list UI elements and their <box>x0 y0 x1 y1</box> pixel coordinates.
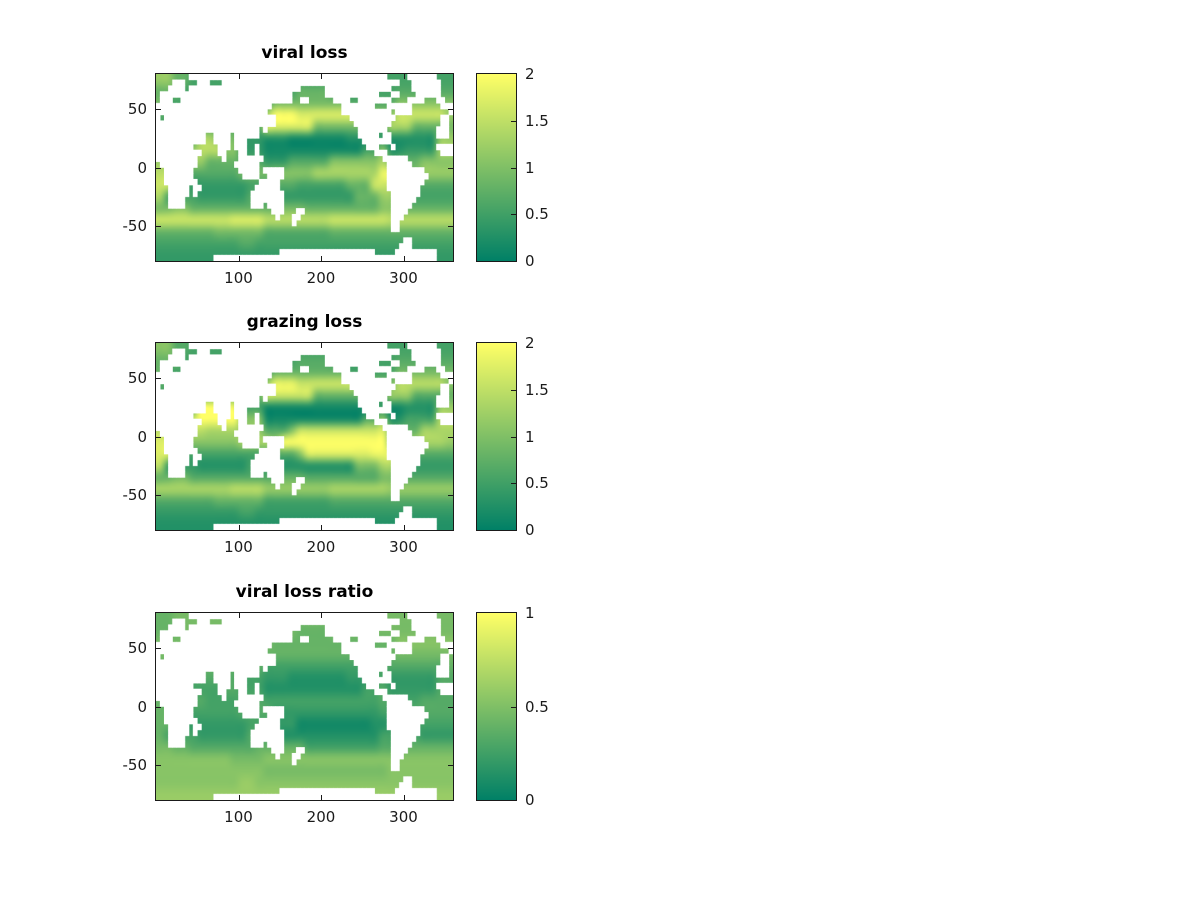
y-axis-tick-mark <box>156 648 161 650</box>
y-tick-label: 0 <box>137 697 147 716</box>
colorbar-tick-label: 0 <box>525 521 535 539</box>
x-axis-tick-mark <box>321 525 322 530</box>
x-tick-label: 300 <box>389 269 418 287</box>
y-axis-tick-mark <box>448 436 453 438</box>
world-heatmap-canvas <box>156 613 453 800</box>
y-axis-tick-mark <box>156 167 161 169</box>
x-axis-tick-mark <box>321 613 322 618</box>
world-heatmap-canvas <box>156 74 453 261</box>
x-axis-tick-mark <box>238 613 240 618</box>
y-axis-tick-mark <box>156 494 161 496</box>
x-tick-label: 200 <box>306 808 336 826</box>
colorbar-tick-label: 0.5 <box>525 697 549 716</box>
y-axis-tick-mark <box>448 225 453 227</box>
y-axis-tick-mark <box>448 109 453 111</box>
y-tick-label: 0 <box>137 158 147 177</box>
y-axis-tick-mark <box>448 378 453 380</box>
y-axis-tick-mark <box>448 764 453 766</box>
x-tick-label: 300 <box>389 538 418 556</box>
x-axis-tick-mark <box>238 74 240 79</box>
world-heatmap-canvas <box>156 343 453 530</box>
subplot-viral-loss: viral loss 100 200 300 50 0 -50 0 0.5 1 1.5 2 <box>123 43 549 287</box>
x-axis-tick-mark <box>321 256 322 261</box>
y-tick-label: 0 <box>137 427 147 446</box>
y-axis-tick-mark <box>156 109 161 111</box>
colorbar <box>476 612 517 801</box>
colorbar <box>476 73 517 262</box>
colorbar-tick-mark <box>511 214 516 216</box>
x-axis-tick-mark <box>238 343 240 348</box>
y-axis-tick-mark <box>448 648 453 650</box>
colorbar-tick-label: 0.5 <box>525 474 549 493</box>
x-axis-tick-mark <box>403 525 405 530</box>
y-axis-tick-mark <box>156 764 161 766</box>
colorbar-tick-label: 1 <box>525 427 535 446</box>
x-tick-label: 200 <box>306 538 336 556</box>
colorbar-tick-label: 1.5 <box>525 111 549 130</box>
y-axis-tick-mark <box>156 706 161 708</box>
y-tick-label: -50 <box>122 485 148 504</box>
colorbar-tick-label: 0 <box>525 791 535 809</box>
map-axes <box>155 342 454 531</box>
x-axis-tick-mark <box>238 525 240 530</box>
y-tick-label: -50 <box>122 216 148 235</box>
map-axes <box>155 612 454 801</box>
colorbar-tick-mark <box>511 706 516 708</box>
x-axis-tick-mark <box>403 343 405 348</box>
colorbar-tick-label: 0.5 <box>525 205 549 224</box>
x-tick-label: 100 <box>224 269 253 287</box>
colorbar-tick-mark <box>511 483 516 485</box>
y-axis-tick-mark <box>156 378 161 380</box>
y-tick-label: 50 <box>127 639 147 658</box>
subplot-grazing-loss: grazing loss 100 200 300 50 0 -50 0 0.5 1 1.5 2 <box>123 312 549 556</box>
colorbar-tick-mark <box>511 436 516 438</box>
colorbar <box>476 342 517 531</box>
y-axis-tick-mark <box>448 706 453 708</box>
y-tick-label: 50 <box>127 100 147 119</box>
colorbar-tick-mark <box>511 389 516 391</box>
x-tick-label: 300 <box>389 808 418 826</box>
y-axis-tick-mark <box>156 225 161 227</box>
x-axis-tick-mark <box>403 256 405 261</box>
colorbar-tick-label: 1 <box>525 158 535 177</box>
plot-title: viral loss <box>261 43 348 63</box>
colorbar-tick-mark <box>511 167 516 169</box>
x-axis-tick-mark <box>238 795 240 800</box>
x-axis-tick-mark <box>321 343 322 348</box>
y-axis-tick-mark <box>156 436 161 438</box>
colorbar-tick-label: 2 <box>525 65 535 83</box>
x-tick-label: 100 <box>224 808 253 826</box>
y-axis-tick-mark <box>448 494 453 496</box>
x-axis-tick-mark <box>403 74 405 79</box>
y-axis-tick-mark <box>448 167 453 169</box>
y-tick-label: -50 <box>122 755 148 774</box>
colorbar-tick-mark <box>511 120 516 122</box>
map-axes <box>155 73 454 262</box>
x-tick-label: 100 <box>224 538 253 556</box>
y-tick-label: 50 <box>127 369 147 388</box>
x-axis-tick-mark <box>403 613 405 618</box>
x-tick-label: 200 <box>306 269 336 287</box>
subplot-viral-loss-ratio: viral loss ratio 100 200 300 50 0 -50 0 0.5 1 <box>123 582 549 826</box>
x-axis-tick-mark <box>238 256 240 261</box>
x-axis-tick-mark <box>321 795 322 800</box>
colorbar-tick-label: 2 <box>525 334 535 352</box>
x-axis-tick-mark <box>321 74 322 79</box>
plot-title: viral loss ratio <box>235 582 374 602</box>
x-axis-tick-mark <box>403 795 405 800</box>
colorbar-tick-label: 1.5 <box>525 380 549 399</box>
colorbar-tick-label: 0 <box>525 252 535 270</box>
plot-title: grazing loss <box>246 312 363 332</box>
colorbar-tick-label: 1 <box>525 604 535 622</box>
